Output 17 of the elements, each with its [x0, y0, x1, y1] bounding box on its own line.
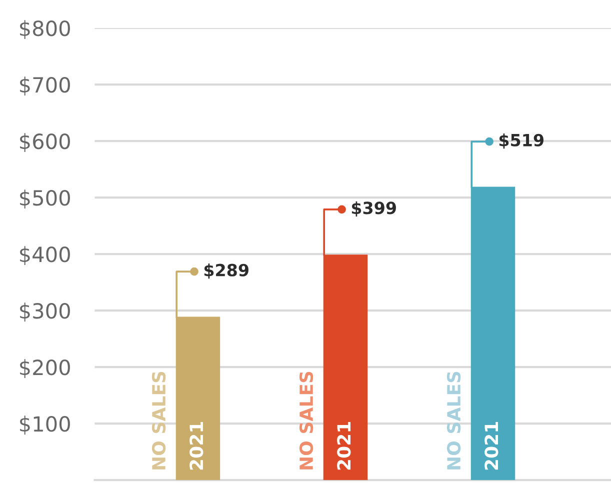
series-label: 2021	[190, 422, 204, 470]
text: 2021	[337, 422, 351, 470]
y-tick-label: $700	[20, 76, 70, 96]
y-tick-label: $400	[20, 246, 70, 266]
text: NO SALES	[446, 372, 461, 470]
data-label: $399	[352, 201, 396, 216]
y-tick-label: $100	[20, 416, 70, 435]
y-tick-label: $200	[20, 359, 70, 378]
y-tick-label: $500	[20, 190, 70, 209]
data-label: $519	[499, 134, 544, 149]
y-tick-label: $600	[20, 133, 70, 152]
text: 2021	[484, 422, 498, 470]
data-label: $289	[204, 264, 248, 279]
y-tick-label: $800	[20, 20, 70, 39]
y-tick-label: $300	[20, 302, 70, 322]
text: NO SALES	[299, 372, 314, 470]
text: NO SALES	[152, 372, 166, 470]
